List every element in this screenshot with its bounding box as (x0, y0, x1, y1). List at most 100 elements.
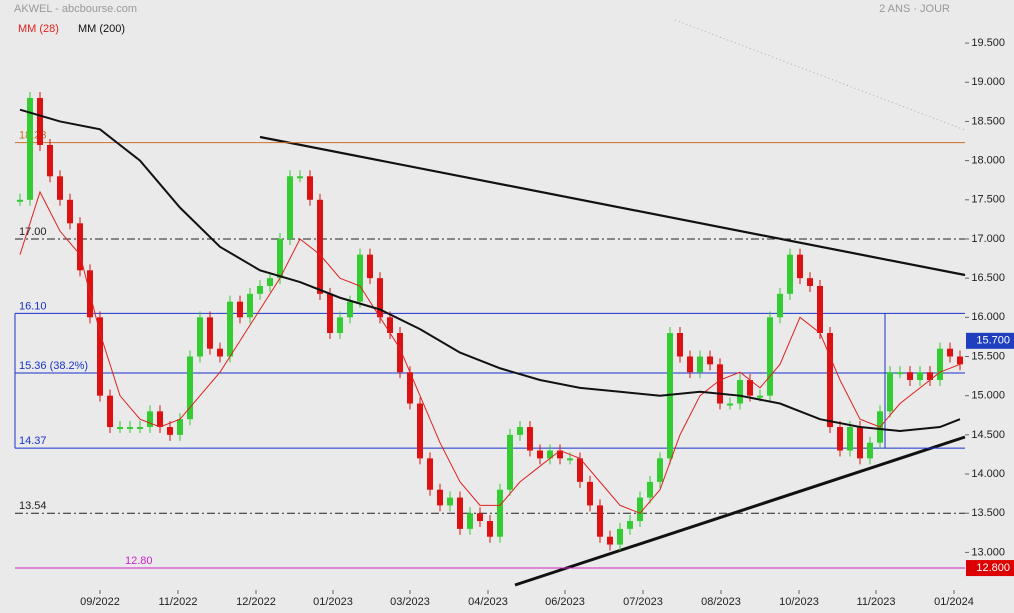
price-tag-label: 15.700 (976, 335, 1010, 347)
x-tick-label: 04/2023 (468, 596, 508, 608)
candle (347, 301, 353, 318)
candle (297, 176, 303, 179)
candle (427, 458, 433, 490)
candle (587, 481, 593, 506)
candle (267, 278, 273, 286)
candle (917, 372, 923, 381)
level-label: 12.80 (125, 555, 153, 567)
candle (517, 427, 523, 435)
candle (337, 317, 343, 334)
candle (97, 317, 103, 396)
candle (317, 199, 323, 294)
candle (117, 427, 123, 430)
candle (687, 356, 693, 373)
candle (617, 528, 623, 545)
candle (217, 348, 223, 357)
level-label: 14.37 (19, 435, 47, 447)
candle (287, 176, 293, 239)
y-tick-label: 18.000 (971, 155, 1005, 167)
candle (837, 427, 843, 451)
y-tick-label: 15.500 (971, 350, 1005, 362)
candle (577, 458, 583, 482)
trend-line (259, 135, 966, 277)
candle (417, 403, 423, 459)
candle (937, 348, 943, 381)
candle (927, 372, 933, 381)
candle (197, 317, 203, 357)
candle (527, 427, 533, 451)
candle (307, 176, 313, 200)
candle (817, 285, 823, 334)
x-tick-label: 06/2023 (545, 596, 585, 608)
candle (67, 199, 73, 224)
candle (17, 199, 23, 202)
candle (537, 450, 543, 459)
candle (787, 254, 793, 294)
y-tick-label: 16.000 (971, 311, 1005, 323)
candle (157, 411, 163, 428)
candle (777, 293, 783, 318)
candle (807, 278, 813, 286)
candle (447, 497, 453, 506)
y-tick-label: 17.500 (971, 194, 1005, 206)
candle (397, 333, 403, 373)
candle (797, 254, 803, 279)
candle (437, 489, 443, 506)
candle (607, 536, 613, 545)
candle (767, 317, 773, 396)
candle (147, 411, 153, 428)
candle (677, 333, 683, 357)
y-tick-label: 16.500 (971, 272, 1005, 284)
candle (557, 450, 563, 459)
y-tick-label: 13.000 (971, 546, 1005, 558)
candle (907, 372, 913, 381)
candle (507, 434, 513, 490)
candle (387, 317, 393, 334)
candle (847, 427, 853, 451)
price-tag (966, 332, 1014, 349)
candle (457, 497, 463, 529)
candle (897, 372, 903, 375)
x-tick-label: 10/2023 (779, 596, 819, 608)
candle (827, 333, 833, 428)
legend-label: MM (28) (18, 23, 59, 35)
level-label: 15.36 (38.2%) (19, 360, 88, 372)
candle (237, 301, 243, 318)
candle (647, 481, 653, 498)
y-tick-label: 14.500 (971, 429, 1005, 441)
y-tick-label: 19.000 (971, 76, 1005, 88)
y-tick-label: 18.500 (971, 115, 1005, 127)
candle (637, 497, 643, 522)
candle (597, 505, 603, 537)
legend-label: MM (200) (78, 23, 125, 35)
candle (567, 458, 573, 461)
price-tag-label: 12.800 (976, 562, 1010, 574)
candle (857, 427, 863, 459)
candle (377, 278, 383, 318)
candle (137, 427, 143, 430)
candle (177, 419, 183, 435)
candle (947, 348, 953, 357)
candle (697, 356, 703, 373)
x-tick-label: 11/2023 (857, 596, 896, 608)
x-tick-label: 11/2022 (159, 596, 198, 608)
candle (357, 254, 363, 302)
candle (187, 356, 193, 420)
level-label: 16.10 (19, 300, 47, 312)
moving-average (19, 108, 961, 432)
candle (627, 521, 633, 529)
candle (77, 223, 83, 271)
candle (37, 97, 43, 145)
x-tick-label: 07/2023 (623, 596, 663, 608)
y-tick-label: 14.000 (971, 468, 1005, 480)
candle (887, 372, 893, 412)
y-tick-label: 15.000 (971, 390, 1005, 402)
candle (467, 513, 473, 529)
moving-average (19, 190, 961, 514)
y-tick-label: 17.000 (971, 233, 1005, 245)
candle (547, 450, 553, 459)
candle (207, 317, 213, 349)
candle (727, 403, 733, 406)
